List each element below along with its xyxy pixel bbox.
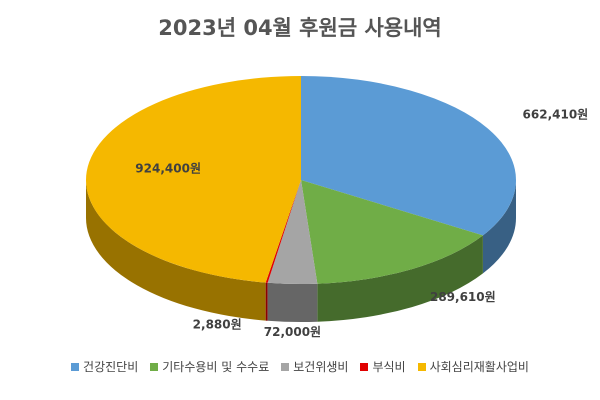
slice-side-4-1 [86, 180, 266, 321]
data-label-2: 72,000원 [264, 325, 321, 339]
legend-item-3: 부식비 [360, 358, 406, 375]
legend-item-1: 기타수용비 및 수수료 [150, 358, 269, 375]
slice-4 [85, 76, 301, 283]
data-label-3: 2,880원 [193, 318, 242, 332]
legend-label-2: 보건위생비 [293, 360, 349, 374]
slice-side-2-4 [267, 282, 318, 322]
chart-legend: 건강진단비 기타수용비 및 수수료 보건위생비 부식비 사회심리재활사업비 [0, 358, 600, 375]
slice-0 [301, 76, 516, 236]
slice-2 [267, 180, 318, 284]
legend-label-3: 부식비 [372, 360, 406, 374]
legend-swatch-1 [150, 362, 159, 371]
legend-item-4: 사회심리재활사업비 [417, 358, 529, 375]
data-label-1: 289,610원 [430, 290, 496, 304]
slice-side-3-3 [265, 282, 268, 321]
legend-swatch-0 [71, 362, 80, 371]
legend-item-0: 건강진단비 [71, 358, 138, 375]
legend-label-0: 건강진단비 [83, 360, 139, 374]
chart-title: 2023년 04월 후원금 사용내역 [158, 16, 442, 40]
slice-side-0-0 [482, 180, 516, 274]
slice-side-1-2 [317, 235, 483, 322]
legend-label-4: 사회심리재활사업비 [429, 360, 529, 374]
legend-item-2: 보건위생비 [281, 358, 348, 375]
data-label-0: 662,410원 [523, 108, 589, 122]
pie-chart: 662,410원 289,610원 72,000원 2,880원 924,400원 [85, 76, 589, 339]
legend-swatch-3 [360, 362, 369, 371]
legend-swatch-4 [417, 362, 426, 371]
slice-3 [265, 180, 301, 283]
legend-label-1: 기타수용비 및 수수료 [162, 360, 270, 374]
data-label-4: 924,400원 [135, 162, 201, 176]
legend-swatch-2 [281, 362, 290, 371]
slice-1 [301, 180, 483, 284]
